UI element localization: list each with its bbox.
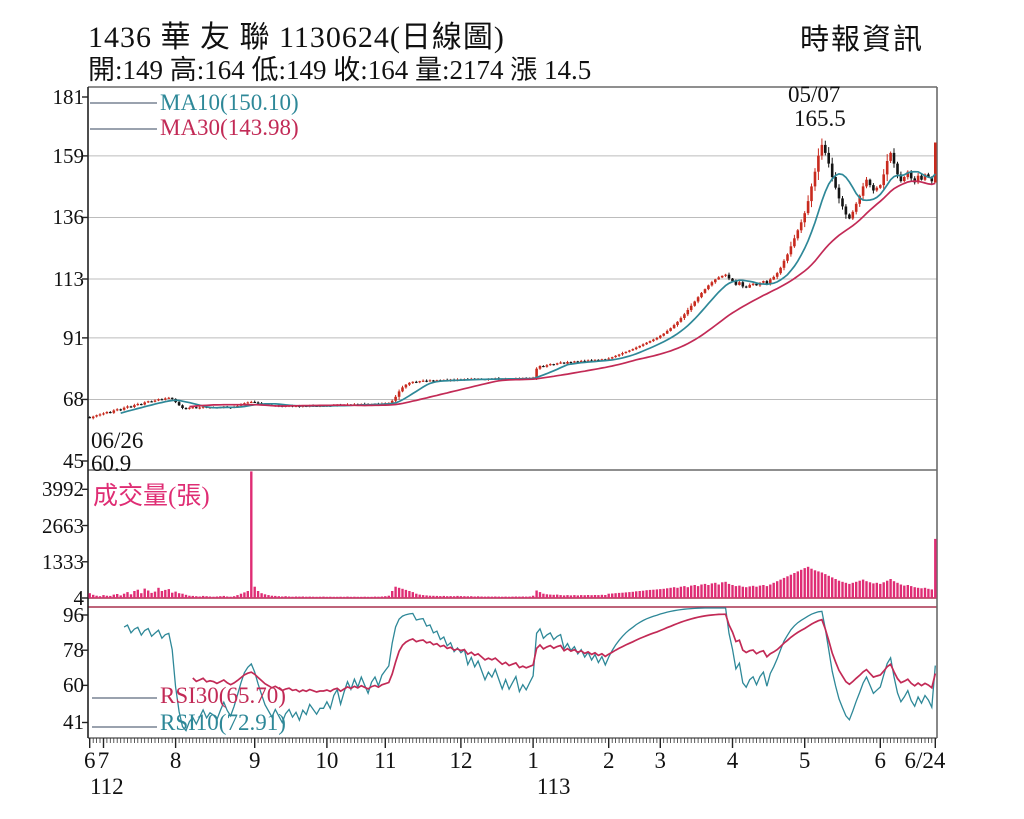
brand-logo-text: 時報資訊 [800, 24, 925, 56]
ma10-legend-line [90, 102, 157, 104]
ma30-legend-label: MA30(143.98) [160, 115, 299, 140]
ma30-legend-line [90, 128, 157, 130]
volume-panel-label: 成交量(張) [93, 483, 210, 510]
peak-date-annotation: 05/07 [788, 82, 841, 107]
ohlc-summary: 開:149 高:164 低:149 收:164 量:2174 漲 14.5 [88, 55, 592, 85]
chart-title: 1436 華 友 聯 1130624(日線圖) [88, 21, 505, 54]
ma10-legend-label: MA10(150.10) [160, 90, 299, 115]
rsi10-legend-line [92, 726, 157, 728]
start-price-annotation: 60.9 [91, 451, 132, 476]
peak-price-annotation: 165.5 [794, 106, 846, 131]
rsi10-legend-label: RSI10(72.91) [160, 710, 286, 735]
start-date-annotation: 06/26 [91, 428, 144, 453]
rsi30-legend-line [92, 697, 157, 699]
rsi30-legend-label: RSI30(65.70) [160, 683, 286, 708]
